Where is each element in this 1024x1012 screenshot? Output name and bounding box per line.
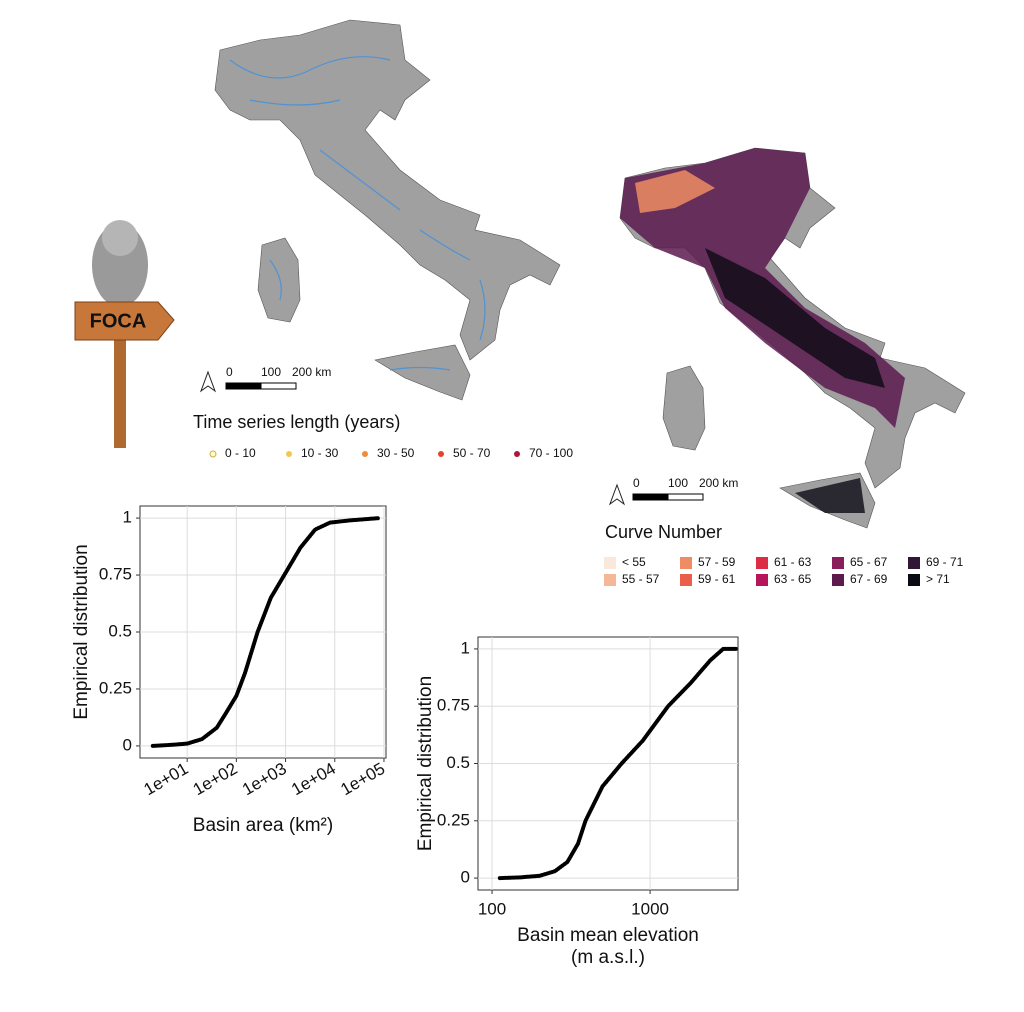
ecdf-line [150, 516, 382, 748]
legend-label: 59 - 61 [698, 572, 736, 586]
scale-label: 100 [261, 365, 281, 379]
y-tick-label: 1 [123, 508, 132, 527]
x-tick-label: 1e+04 [288, 759, 339, 799]
legend-swatch [832, 557, 844, 569]
legend-label: 65 - 67 [850, 555, 888, 569]
y-tick-label: 1 [461, 638, 470, 657]
legend-label: 61 - 63 [774, 555, 812, 569]
legend-symbol [286, 451, 292, 457]
scale-label: 100 [668, 476, 688, 490]
x-axis-label: Basin area (km²) [193, 815, 333, 836]
legend-swatch [604, 574, 616, 586]
y-tick-label: 0.25 [437, 810, 470, 829]
scale-bar [667, 493, 704, 501]
legend-title: Curve Number [605, 522, 722, 542]
legend-swatch [908, 557, 920, 569]
seal-head [102, 220, 138, 256]
scale-label: 200 km [699, 476, 738, 490]
legend-symbol [514, 451, 520, 457]
legend-swatch [680, 557, 692, 569]
legend-swatch [604, 557, 616, 569]
map-curve-number [619, 147, 966, 529]
legend-swatch [832, 574, 844, 586]
legend-swatch [756, 574, 768, 586]
map-time-series [214, 19, 561, 401]
y-tick-label: 0.5 [108, 621, 132, 640]
legend-label: 10 - 30 [301, 446, 339, 460]
legend-swatch [680, 574, 692, 586]
y-tick-label: 0.5 [446, 753, 470, 772]
x-tick-label: 1e+02 [190, 759, 241, 799]
y-tick-label: 0.75 [99, 565, 132, 584]
y-tick-label: 0.75 [437, 696, 470, 715]
legend-symbol [438, 451, 444, 457]
x-tick-label: 100 [478, 899, 506, 918]
y-axis-label: Empirical distribution [415, 676, 436, 851]
legend-label: 67 - 69 [850, 572, 888, 586]
legend-label: 55 - 57 [622, 572, 660, 586]
y-tick-label: 0 [461, 868, 470, 887]
ecdf-line [497, 646, 739, 881]
legend-label: 70 - 100 [529, 446, 573, 460]
scale-bar [225, 382, 262, 390]
y-tick-label: 0 [123, 735, 132, 754]
x-tick-label: 1e+03 [239, 759, 290, 799]
legend-label: 30 - 50 [377, 446, 415, 460]
sign-board [74, 301, 175, 341]
legend-label: 57 - 59 [698, 555, 736, 569]
north-arrow [608, 483, 626, 506]
y-tick-label: 0.25 [99, 678, 132, 697]
y-axis-label: Empirical distribution [71, 544, 92, 719]
north-arrow [199, 370, 217, 393]
legend-swatch [756, 557, 768, 569]
legend-label: 63 - 65 [774, 572, 812, 586]
legend-symbol [362, 451, 368, 457]
legend-label: < 55 [622, 555, 646, 569]
legend-swatch [908, 574, 920, 586]
seal-sign: FOCA [74, 220, 175, 448]
legend-symbol [209, 450, 217, 458]
legend-label: 50 - 70 [453, 446, 491, 460]
sign-text: FOCA [90, 310, 147, 332]
x-axis-label: Basin mean elevation [517, 925, 699, 946]
legend-label: 69 - 71 [926, 555, 964, 569]
scale-bar [260, 382, 297, 390]
sign-post [114, 320, 126, 448]
x-axis-label: (m a.s.l.) [571, 947, 645, 968]
scale-label: 200 km [292, 365, 331, 379]
scale-label: 0 [226, 365, 233, 379]
x-tick-label: 1e+05 [337, 759, 388, 799]
legend-label: 0 - 10 [225, 446, 256, 460]
legend-title: Time series length (years) [193, 412, 400, 432]
legend-label: > 71 [926, 572, 950, 586]
scale-label: 0 [633, 476, 640, 490]
x-tick-label: 1000 [631, 899, 669, 918]
x-tick-label: 1e+01 [141, 759, 192, 799]
scale-bar [632, 493, 669, 501]
